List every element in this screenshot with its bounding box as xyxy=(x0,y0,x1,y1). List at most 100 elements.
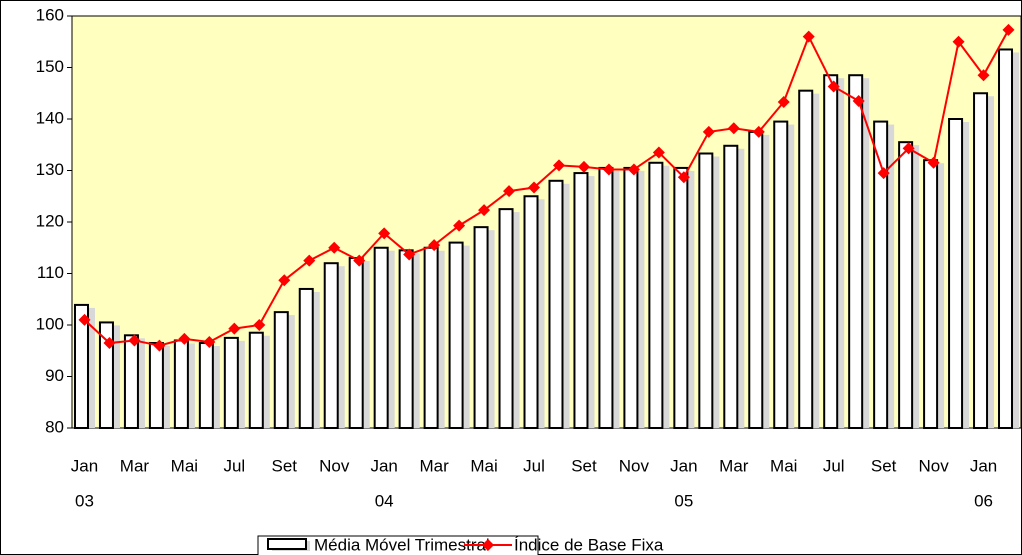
marker xyxy=(752,125,765,138)
x-tick-label: Jan xyxy=(670,456,697,475)
y-tick-label: 120 xyxy=(36,211,64,230)
x-tick-label: Jan xyxy=(370,456,397,475)
marker xyxy=(78,313,91,326)
marker xyxy=(253,319,266,331)
x-year-label: 04 xyxy=(375,491,394,510)
bar xyxy=(898,141,914,430)
marker xyxy=(852,94,865,107)
bar xyxy=(498,208,514,429)
bar xyxy=(573,172,589,429)
x-tick-label: Jul xyxy=(523,456,545,475)
bar xyxy=(648,161,664,429)
bar xyxy=(598,166,614,430)
bar xyxy=(823,74,839,429)
marker xyxy=(777,96,790,109)
x-tick-label: Mai xyxy=(171,456,198,475)
marker xyxy=(403,248,416,261)
x-tick-label: Set xyxy=(571,456,597,475)
x-tick-label: Mai xyxy=(470,456,497,475)
bar xyxy=(348,257,364,429)
x-year-label: 03 xyxy=(75,491,94,510)
bar xyxy=(973,92,989,429)
bar xyxy=(848,74,864,429)
marker xyxy=(353,254,366,267)
y-tick-label: 160 xyxy=(36,5,64,24)
x-tick-label: Mar xyxy=(120,456,150,475)
marker xyxy=(877,167,890,180)
marker xyxy=(103,337,116,350)
marker xyxy=(902,142,915,155)
bar xyxy=(98,321,114,429)
bar xyxy=(273,311,289,429)
legend-label: Média Móvel Trimestral xyxy=(314,535,490,554)
x-tick-label: Nov xyxy=(319,456,350,475)
marker xyxy=(178,332,191,345)
bar xyxy=(773,120,789,429)
bar xyxy=(323,262,339,430)
marker xyxy=(203,335,216,348)
marker xyxy=(802,30,815,43)
marker xyxy=(552,159,565,172)
marker xyxy=(677,171,690,184)
x-tick-label: Mar xyxy=(419,456,449,475)
bar xyxy=(423,246,439,429)
bar xyxy=(373,246,389,429)
bar xyxy=(148,342,164,429)
bar xyxy=(123,334,139,429)
marker xyxy=(528,181,541,194)
bar xyxy=(798,89,814,430)
marker xyxy=(702,125,715,138)
bar xyxy=(523,195,539,429)
marker xyxy=(478,204,491,217)
bar xyxy=(473,226,489,429)
marker xyxy=(378,227,391,240)
marker xyxy=(927,156,940,169)
bar xyxy=(873,120,889,429)
x-tick-label: Set xyxy=(871,456,897,475)
marker xyxy=(328,241,341,254)
marker xyxy=(453,219,466,232)
y-tick-label: 100 xyxy=(36,314,64,333)
x-tick-label: Nov xyxy=(918,456,949,475)
marker xyxy=(428,239,441,252)
bar xyxy=(623,166,639,430)
bar xyxy=(198,342,214,429)
y-tick-label: 150 xyxy=(36,57,64,76)
marker xyxy=(977,69,990,82)
marker xyxy=(827,80,840,93)
bar xyxy=(448,241,464,429)
marker xyxy=(1002,23,1015,36)
marker xyxy=(602,163,615,176)
marker xyxy=(303,254,316,267)
y-tick-label: 140 xyxy=(36,108,64,127)
bar xyxy=(223,336,239,429)
marker xyxy=(228,322,241,335)
x-tick-label: Nov xyxy=(619,456,650,475)
bar xyxy=(673,166,689,430)
bar xyxy=(723,144,739,429)
bar xyxy=(698,152,714,429)
x-tick-label: Jul xyxy=(823,456,845,475)
x-year-label: 05 xyxy=(674,491,693,510)
y-tick-label: 130 xyxy=(36,160,64,179)
bar xyxy=(298,287,314,430)
legend-label: Índice de Base Fixa xyxy=(514,535,664,554)
marker xyxy=(652,146,665,159)
marker xyxy=(128,334,141,347)
y-tick-label: 110 xyxy=(37,263,64,282)
x-tick-label: Mai xyxy=(770,456,797,475)
bar xyxy=(398,249,414,429)
marker xyxy=(278,274,291,287)
bar xyxy=(248,331,264,430)
marker xyxy=(577,160,590,173)
x-year-label: 06 xyxy=(974,491,993,510)
legend-marker xyxy=(482,539,494,551)
bar xyxy=(548,179,564,429)
bar xyxy=(923,159,939,429)
x-tick-label: Jan xyxy=(71,456,98,475)
marker xyxy=(952,35,965,48)
bar xyxy=(748,130,764,429)
x-tick-label: Set xyxy=(272,456,298,475)
marker xyxy=(727,122,740,135)
bar xyxy=(998,48,1014,429)
